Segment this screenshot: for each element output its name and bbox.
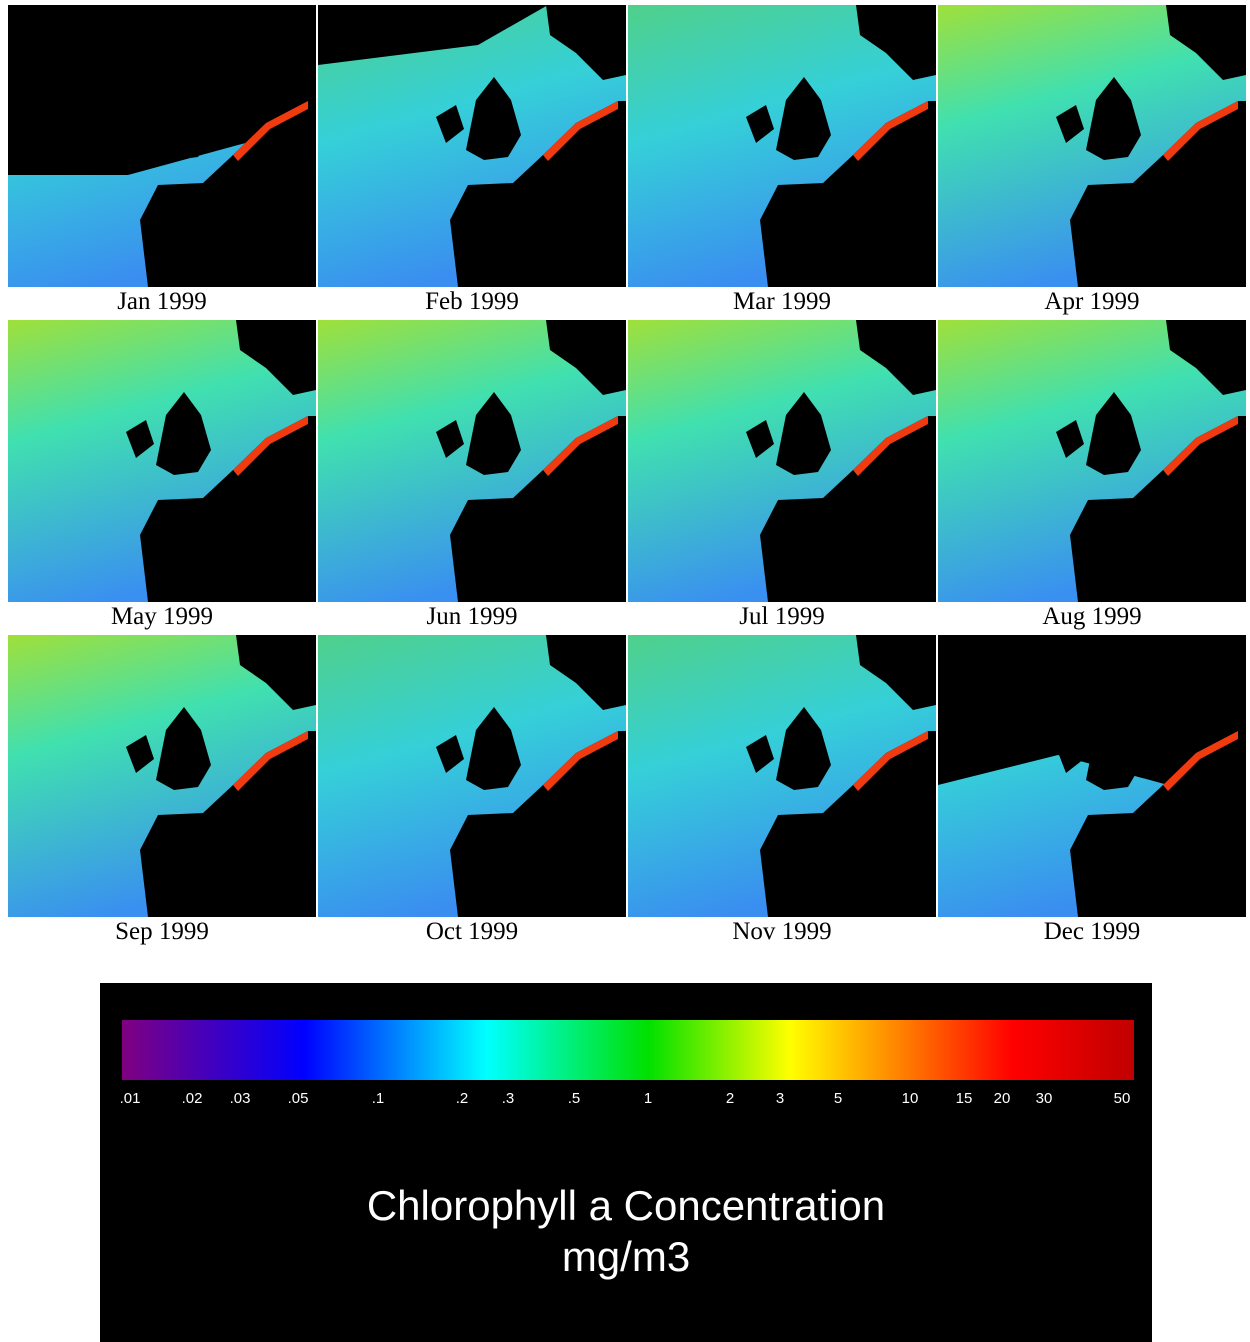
panel-label: Mar 1999 xyxy=(733,288,831,315)
colorbar-tick-label: 10 xyxy=(902,1090,919,1107)
map-image xyxy=(938,5,1246,287)
colorbar xyxy=(122,1020,1134,1080)
map-image xyxy=(318,320,626,602)
legend-title: Chlorophyll a Concentration xyxy=(367,1182,885,1229)
colorbar-tick-label: .01 xyxy=(120,1090,141,1107)
colorbar-tick-label: .5 xyxy=(568,1090,581,1107)
colorbar-tick-label: .05 xyxy=(288,1090,309,1107)
colorbar-tick-label: .1 xyxy=(372,1090,385,1107)
map-image xyxy=(8,635,316,917)
panel-label: Apr 1999 xyxy=(1044,288,1140,315)
map-image xyxy=(8,5,316,287)
colorbar-tick-label: 1 xyxy=(644,1090,652,1107)
panel-label: Nov 1999 xyxy=(732,918,832,945)
colorbar-panel: .01 .02 .03 .05 .1 .2 .3 .5 1 2 3 5 10 15 20 30 50 Chlor… xyxy=(100,983,1152,1342)
panel-label: Sep 1999 xyxy=(115,918,209,945)
map-image xyxy=(628,5,936,287)
panel-label: Feb 1999 xyxy=(425,288,519,315)
panel-label: Aug 1999 xyxy=(1042,603,1142,630)
map-image xyxy=(628,320,936,602)
colorbar-tick-label: .3 xyxy=(502,1090,515,1107)
legend-unit: mg/m3 xyxy=(562,1233,690,1280)
panel-label: Jul 1999 xyxy=(739,603,825,630)
no-data xyxy=(8,5,316,175)
colorbar-tick-label: .03 xyxy=(230,1090,251,1107)
colorbar-tick-label: .2 xyxy=(456,1090,469,1107)
map-image xyxy=(938,635,1246,917)
colorbar-tick-label: 2 xyxy=(726,1090,734,1107)
map-image xyxy=(938,320,1246,602)
colorbar-tick-label: 20 xyxy=(994,1090,1011,1107)
map-grid xyxy=(8,5,1246,917)
colorbar-tick-label: 50 xyxy=(1114,1090,1131,1107)
map-image xyxy=(318,635,626,917)
panel-label: Jan 1999 xyxy=(117,288,207,315)
panel-label: Jun 1999 xyxy=(426,603,518,630)
panel-label: May 1999 xyxy=(110,603,214,630)
map-image xyxy=(628,635,936,917)
colorbar-tick-label: .02 xyxy=(182,1090,203,1107)
no-data xyxy=(938,635,1246,785)
map-image xyxy=(8,320,316,602)
map-image xyxy=(318,5,626,287)
colorbar-tick-label: 5 xyxy=(834,1090,842,1107)
colorbar-tick-label: 3 xyxy=(776,1090,784,1107)
colorbar-tick-label: 30 xyxy=(1036,1090,1053,1107)
panel-label: Oct 1999 xyxy=(425,918,519,945)
colorbar-tick-label: 15 xyxy=(956,1090,973,1107)
no-data xyxy=(318,5,548,65)
panel-label: Dec 1999 xyxy=(1043,918,1141,945)
